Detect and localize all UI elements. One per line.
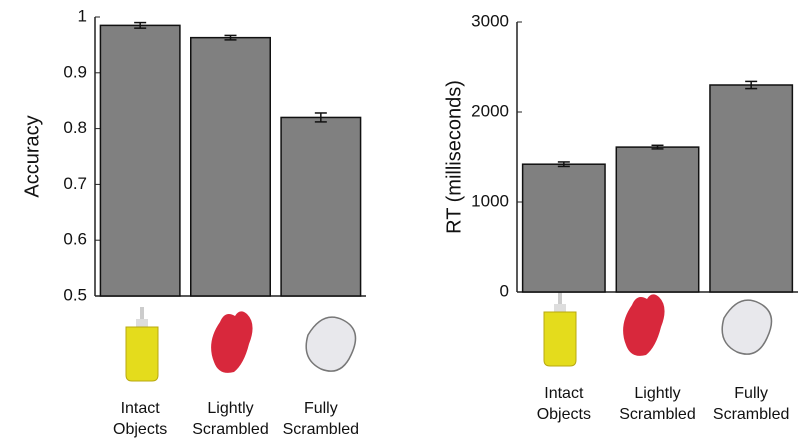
y-tick-label: 0.8 (63, 118, 87, 137)
bar (616, 147, 698, 292)
x-tick-label: Fully Scrambled (706, 383, 796, 425)
x-tick-label: Lightly Scrambled (613, 383, 703, 425)
illustrations (126, 292, 772, 381)
x-tick-label: Intact Objects (519, 383, 609, 425)
y-tick-label: 3000 (471, 11, 509, 30)
x-tick-label: Intact Objects (95, 398, 185, 440)
x-tick-label: Fully Scrambled (276, 398, 366, 440)
bar (523, 164, 605, 292)
y-tick-label: 0.7 (63, 174, 87, 193)
y-tick-label: 0 (500, 281, 509, 300)
page: Accuracy 0.5 0.6 0.7 0.8 0.9 1 RT (milliseconds… (0, 0, 809, 447)
bar (281, 117, 360, 296)
x-tick-label: Lightly Scrambled (186, 398, 276, 440)
y-tick-label: 2000 (471, 101, 509, 120)
bar (710, 85, 792, 292)
y-tick-label: 1 (78, 6, 87, 25)
y-tick-label: 0.6 (63, 230, 87, 249)
y-tick-label: 0.5 (63, 285, 87, 304)
bar (100, 25, 179, 296)
y-axis-label: Accuracy (21, 115, 43, 197)
bar (191, 38, 270, 296)
y-tick-label: 0.9 (63, 62, 87, 81)
y-tick-label: 1000 (471, 191, 509, 210)
y-axis-label: RT (milliseconds) (443, 80, 465, 234)
chart: Accuracy 0.5 0.6 0.7 0.8 0.9 1 RT (milliseconds… (0, 0, 809, 447)
